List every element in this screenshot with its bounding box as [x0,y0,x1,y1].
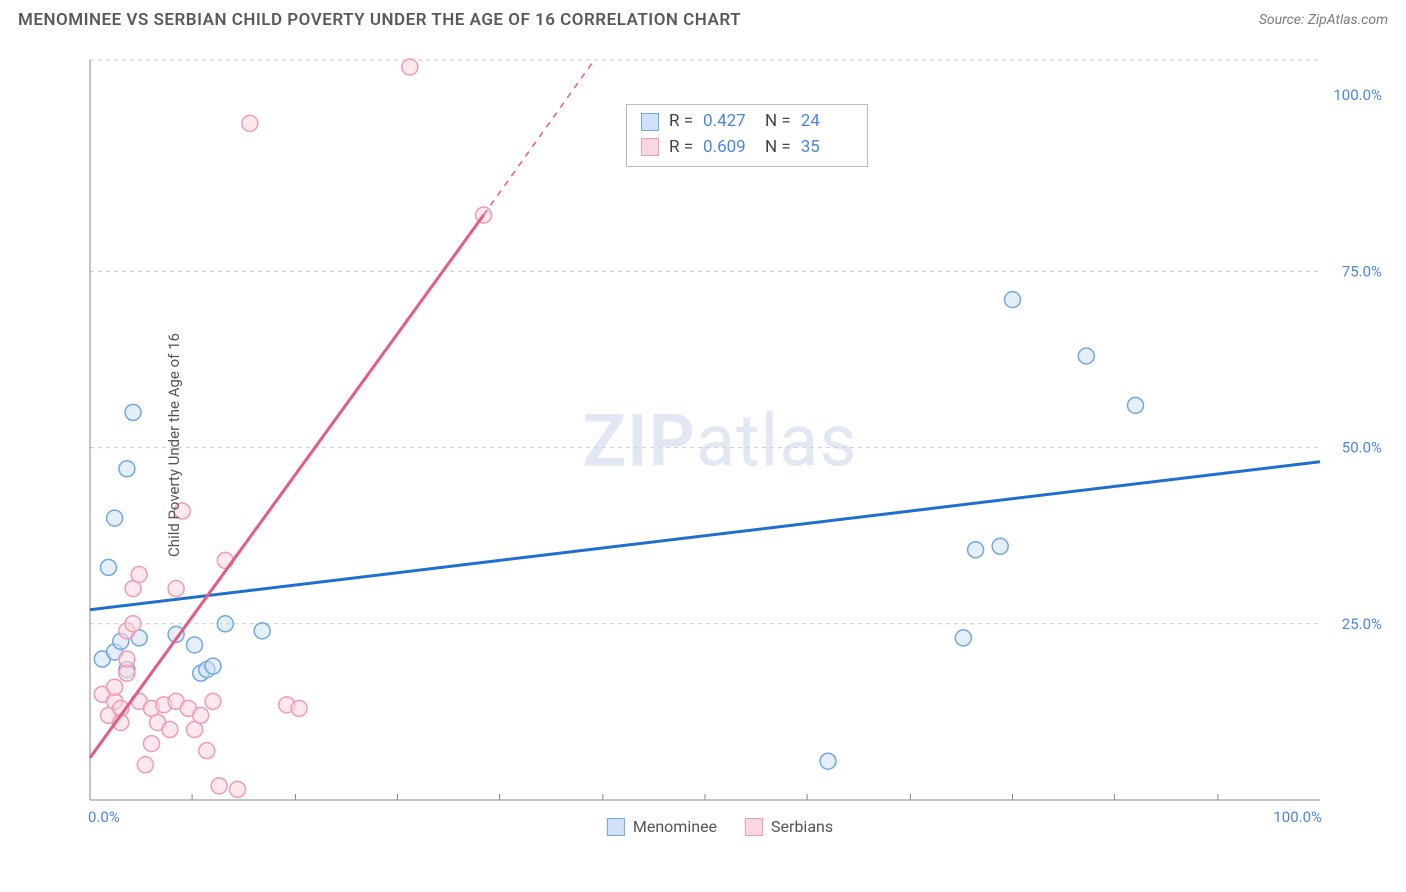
serbian-point [162,722,178,738]
y-axis-label: Child Poverty Under the Age of 16 [165,333,183,557]
r-label: R = [669,109,693,135]
n-label: N = [765,109,791,135]
legend-label: Menominee [633,817,717,836]
serbian-point [291,700,307,716]
serbian-point [211,778,227,794]
menominee-point [955,630,971,646]
serbian-point [125,616,141,632]
r-label: R = [669,135,693,161]
swatch-pink [641,138,659,156]
menominee-point [217,616,233,632]
n-label: N = [765,135,791,161]
regression-line-menominee [90,462,1320,610]
chart-header: MENOMINEE VS SERBIAN CHILD POVERTY UNDER… [0,0,1406,36]
y-tick-label: 100.0% [1333,86,1382,104]
menominee-point [1005,292,1021,308]
scatter-plot: 25.0% 50.0% 75.0% 100.0% 0.0% 100.0% [50,50,1390,840]
y-tick-label: 25.0% [1342,615,1382,633]
y-tick-label: 50.0% [1342,439,1382,457]
r-value-blue: 0.427 [703,109,755,135]
menominee-point [119,461,135,477]
swatch-pink [745,818,763,836]
menominee-point [992,538,1008,554]
serbian-point [230,781,246,797]
stats-row-blue: R = 0.427 N = 24 [641,109,853,135]
menominee-point [968,542,984,558]
serbian-point [402,59,418,75]
stats-row-pink: R = 0.609 N = 35 [641,135,853,161]
swatch-blue [607,818,625,836]
x-tick-label: 100.0% [1273,808,1322,826]
x-tick-label: 0.0% [88,808,120,826]
serbian-point [199,743,215,759]
stats-legend-box: R = 0.427 N = 24 R = 0.609 N = 35 [626,104,868,167]
menominee-point [205,658,221,674]
chart-area: Child Poverty Under the Age of 16 ZIPatl… [50,50,1390,840]
serbian-point [137,757,153,773]
n-value-blue: 24 [801,109,853,135]
legend-label: Serbians [771,817,833,836]
serbian-point [144,736,160,752]
serbian-point [119,651,135,667]
menominee-point [820,753,836,769]
source-attribution: Source: ZipAtlas.com [1259,12,1388,28]
menominee-point [125,404,141,420]
menominee-point [1078,348,1094,364]
r-value-pink: 0.609 [703,135,755,161]
serbian-point [193,707,209,723]
legend: Menominee Serbians [607,817,833,836]
legend-item-serbians: Serbians [745,817,833,836]
legend-item-menominee: Menominee [607,817,717,836]
n-value-pink: 35 [801,135,853,161]
chart-title: MENOMINEE VS SERBIAN CHILD POVERTY UNDER… [18,10,741,30]
menominee-point [1128,397,1144,413]
serbian-point [205,693,221,709]
regression-extension [484,60,595,215]
serbian-point [131,566,147,582]
menominee-point [254,623,270,639]
swatch-blue [641,113,659,131]
y-tick-label: 75.0% [1342,262,1382,280]
regression-line-serbians [90,215,484,758]
serbian-point [242,115,258,131]
serbian-point [107,679,123,695]
menominee-point [100,559,116,575]
menominee-point [107,510,123,526]
menominee-point [187,637,203,653]
serbian-point [168,581,184,597]
